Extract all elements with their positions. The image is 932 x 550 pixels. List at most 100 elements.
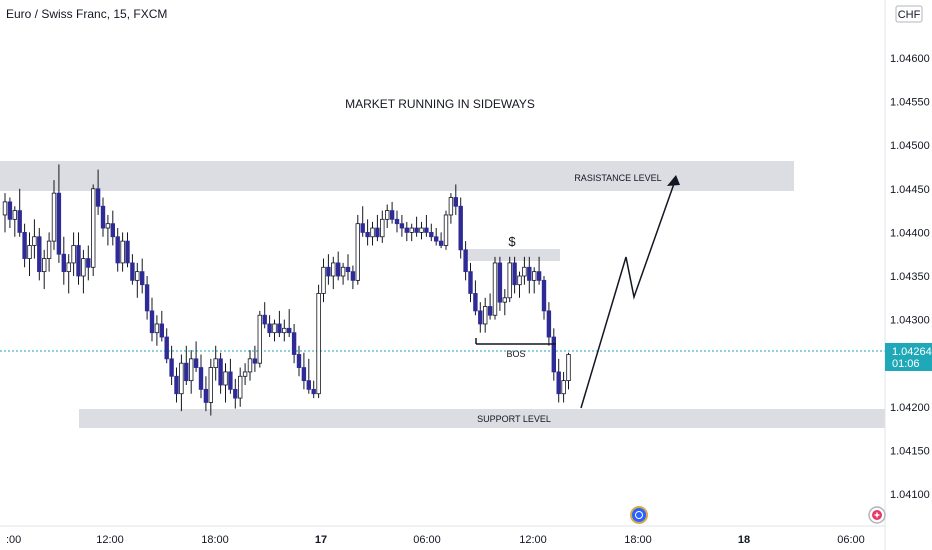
candle-bull[interactable] xyxy=(282,327,287,334)
candle-bear[interactable] xyxy=(95,188,101,207)
candle-bear[interactable] xyxy=(453,197,458,207)
candle-bear[interactable] xyxy=(345,266,351,273)
candle-bear[interactable] xyxy=(218,358,223,386)
candle-bear[interactable] xyxy=(326,266,331,277)
candle-bear[interactable] xyxy=(262,314,267,325)
candle-bear[interactable] xyxy=(130,262,135,281)
candle-bear[interactable] xyxy=(228,371,233,390)
candle-bear[interactable] xyxy=(394,218,400,225)
candle-bear[interactable] xyxy=(56,192,62,255)
candle-bear[interactable] xyxy=(115,236,120,264)
candle-bear[interactable] xyxy=(7,201,13,220)
candle-bear[interactable] xyxy=(193,358,199,368)
support-label[interactable]: SUPPORT LEVEL xyxy=(477,414,551,424)
candle-bear[interactable] xyxy=(306,380,311,390)
candle-bear[interactable] xyxy=(389,210,395,220)
candle-bull[interactable] xyxy=(51,192,57,242)
candle-bear[interactable] xyxy=(296,354,302,368)
candle-bull[interactable] xyxy=(517,275,522,286)
resistance-label[interactable]: RASISTANCE LEVEL xyxy=(574,173,661,183)
candle-bear[interactable] xyxy=(497,262,503,303)
candle-bull[interactable] xyxy=(532,271,537,281)
candle-bull[interactable] xyxy=(355,223,360,281)
candle-bull[interactable] xyxy=(213,358,218,368)
candle-bear[interactable] xyxy=(233,388,238,399)
candle-bear[interactable] xyxy=(463,249,468,273)
candle-bear[interactable] xyxy=(527,266,532,281)
candle-bull[interactable] xyxy=(482,306,488,325)
candle-bear[interactable] xyxy=(198,367,204,390)
candle-bull[interactable] xyxy=(566,354,571,382)
dollar-label[interactable]: $ xyxy=(508,234,516,249)
candle-bull[interactable] xyxy=(502,297,507,303)
bos-label[interactable]: BOS xyxy=(506,349,525,359)
candle-bear[interactable] xyxy=(174,375,179,395)
earth-event-icon[interactable] xyxy=(630,506,648,524)
candle-bull[interactable] xyxy=(316,293,321,395)
candle-bear[interactable] xyxy=(468,271,473,294)
candle-bear[interactable] xyxy=(487,306,493,316)
candle-bear[interactable] xyxy=(429,231,434,238)
candle-bear[interactable] xyxy=(139,271,145,286)
candle-bear[interactable] xyxy=(478,310,483,325)
candle-bull[interactable] xyxy=(321,266,326,294)
candle-bull[interactable] xyxy=(237,375,243,399)
candle-bear[interactable] xyxy=(541,279,547,312)
candle-bear[interactable] xyxy=(22,231,27,259)
candle-bull[interactable] xyxy=(272,323,277,334)
candle-bear[interactable] xyxy=(125,240,130,264)
candle-bear[interactable] xyxy=(556,371,561,395)
candle-bull[interactable] xyxy=(32,236,37,246)
candle-bull[interactable] xyxy=(247,358,253,373)
currency-badge[interactable] xyxy=(895,5,923,23)
candle-bear[interactable] xyxy=(144,284,150,312)
candle-bear[interactable] xyxy=(149,310,155,334)
resistance-zone[interactable] xyxy=(0,161,794,191)
candle-bull[interactable] xyxy=(522,266,527,277)
candle-bear[interactable] xyxy=(473,293,478,312)
candle-bull[interactable] xyxy=(507,262,512,299)
candle-bear[interactable] xyxy=(159,323,164,338)
candle-bull[interactable] xyxy=(91,188,96,268)
candle-bear[interactable] xyxy=(414,227,419,233)
price-axis[interactable]: CHF 1.04600 1.04550 1.04500 1.04450 1.04400 1… xyxy=(884,0,932,550)
candle-bear[interactable] xyxy=(203,388,209,403)
candle-bear[interactable] xyxy=(335,262,341,277)
candle-bear[interactable] xyxy=(458,205,463,251)
time-axis[interactable]: :00 12:00 18:00 17 06:00 12:00 18:00 18 06:00 xyxy=(0,525,885,546)
liquidity-zone[interactable] xyxy=(466,249,560,261)
candle-bear[interactable] xyxy=(360,223,365,233)
candle-bear[interactable] xyxy=(546,310,552,338)
candle-bull[interactable] xyxy=(179,362,184,395)
candle-bear[interactable] xyxy=(110,223,115,238)
candle-bear[interactable] xyxy=(301,367,307,382)
candle-bull[interactable] xyxy=(448,197,454,216)
candle-bear[interactable] xyxy=(37,236,42,273)
candle-bear[interactable] xyxy=(404,227,409,233)
candle-bear[interactable] xyxy=(184,362,189,382)
candle-bear[interactable] xyxy=(311,388,316,395)
candle-bull[interactable] xyxy=(492,262,498,316)
candle-bear[interactable] xyxy=(286,327,292,334)
candle-bear[interactable] xyxy=(169,358,174,377)
candle-bull[interactable] xyxy=(223,371,228,386)
candle-bear[interactable] xyxy=(267,323,272,334)
candle-bull[interactable] xyxy=(340,266,346,277)
candle-bull[interactable] xyxy=(120,240,125,264)
candle-bull[interactable] xyxy=(380,218,385,238)
candle-bear[interactable] xyxy=(350,271,356,281)
candle-bull[interactable] xyxy=(27,245,32,259)
candle-bull[interactable] xyxy=(71,245,76,264)
add-alert-icon[interactable] xyxy=(868,506,886,524)
symbol-title[interactable]: Euro / Swiss Franc, 15, FXCM xyxy=(6,7,167,21)
candle-bear[interactable] xyxy=(438,240,444,246)
candle-bear[interactable] xyxy=(536,271,542,281)
candle-bull[interactable] xyxy=(42,258,47,273)
candle-bull[interactable] xyxy=(443,214,449,246)
candle-bull[interactable] xyxy=(12,210,17,220)
projection-path[interactable] xyxy=(580,177,677,409)
candle-bear[interactable] xyxy=(76,245,81,277)
candle-bull[interactable] xyxy=(331,262,336,277)
candle-bear[interactable] xyxy=(551,336,556,373)
